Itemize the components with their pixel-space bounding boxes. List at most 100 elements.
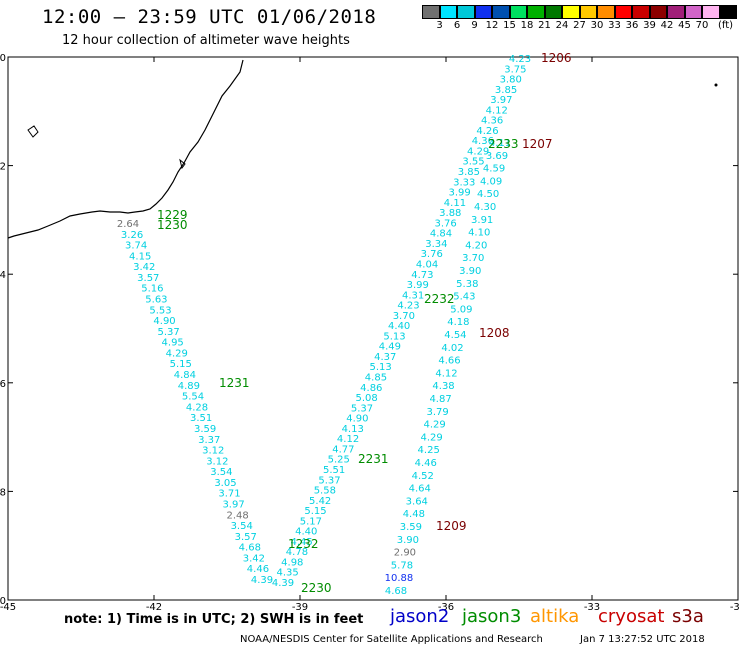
pass-time-label-1230: 1230 [157, 218, 188, 232]
track-a-value: 5.16 [141, 284, 163, 295]
track-a-value: 4.84 [174, 370, 196, 381]
track-c-value: 4.12 [435, 368, 457, 379]
track-a-value: 5.37 [157, 327, 179, 338]
track-c-value: 4.59 [483, 164, 505, 175]
lon-tick-label: -30 [730, 602, 740, 613]
track-b-value: 4.45 [290, 537, 312, 548]
legend-altika: altika [530, 606, 580, 627]
color-swatch [439, 5, 457, 19]
color-scale-label: 12 [485, 20, 499, 31]
track-b-value: 5.51 [323, 465, 345, 476]
color-scale-label: 24 [555, 20, 569, 31]
track-b-value: 3.99 [407, 280, 429, 291]
color-swatch [562, 5, 580, 19]
track-b-value: 4.85 [365, 373, 387, 384]
color-swatch [667, 5, 685, 19]
color-scale-label: 42 [660, 20, 674, 31]
color-swatch [509, 5, 527, 19]
lat-tick-label: -30 [0, 596, 6, 607]
track-c-value: 3.59 [400, 522, 422, 533]
track-c-value: 4.09 [480, 176, 502, 187]
color-scale-label: 36 [625, 20, 639, 31]
color-swatch [457, 5, 475, 19]
track-c-value: 4.52 [412, 471, 434, 482]
lon-tick-label: -36 [438, 602, 454, 613]
pass-time-label-2231: 2231 [358, 452, 389, 466]
track-b-value: 4.12 [337, 434, 359, 445]
track-a-value: 4.46 [247, 564, 269, 575]
track-b-value: 4.39 [272, 578, 294, 589]
track-a-value: 3.74 [125, 241, 147, 252]
track-b-value: 5.13 [369, 362, 391, 373]
track-a-value: 4.95 [162, 338, 184, 349]
island [714, 83, 718, 87]
track-b-value: 3.55 [462, 157, 484, 168]
page-subtitle: 12 hour collection of altimeter wave hei… [62, 33, 350, 48]
track-a-value: 3.57 [235, 532, 257, 543]
color-swatch [649, 5, 667, 19]
color-scale-label: 45 [678, 20, 691, 31]
track-b-value: 3.85 [495, 85, 517, 96]
track-a-value: 3.26 [121, 230, 143, 241]
track-b-value: 3.75 [504, 64, 526, 75]
coastline [7, 59, 244, 239]
page-title: 12:00 — 23:59 UTC 01/06/2018 [42, 6, 377, 28]
track-a-value: 4.89 [178, 381, 200, 392]
track-b-value: 4.90 [346, 414, 368, 425]
pass-time-label-1231: 1231 [219, 376, 250, 390]
track-b-value: 4.98 [281, 557, 303, 568]
color-scale [422, 5, 737, 19]
track-a-value: 4.29 [166, 348, 188, 359]
track-b-value: 4.78 [286, 547, 308, 558]
track-c-value: 3.79 [426, 407, 448, 418]
color-swatch [597, 5, 615, 19]
track-c-value: 3.64 [406, 496, 428, 507]
lat-tick-label: -20 [0, 53, 6, 64]
track-b-value: 4.73 [411, 270, 433, 281]
pass-time-label-1208: 1208 [479, 326, 510, 340]
color-scale-label: 33 [608, 20, 621, 31]
track-b-value: 4.31 [402, 290, 424, 301]
footer: NOAA/NESDIS Center for Satellite Applica… [240, 634, 705, 645]
track-b-value: 4.35 [277, 568, 299, 579]
track-b-value: 5.42 [309, 496, 331, 507]
lon-tick-label: -42 [146, 602, 162, 613]
track-a-value: 3.97 [222, 499, 244, 510]
track-b-value: 4.49 [379, 342, 401, 353]
track-b-value: 4.77 [332, 444, 354, 455]
track-b-value: 3.97 [490, 95, 512, 106]
track-b-value: 4.23 [509, 54, 531, 65]
track-c-value: 4.29 [423, 420, 445, 431]
lat-tick-label: -22 [0, 162, 6, 173]
color-scale-label: 21 [538, 20, 551, 31]
track-a-value: 2.64 [117, 219, 139, 230]
track-b-value: 4.29 [467, 146, 489, 157]
color-scale-label: (ft) [717, 20, 734, 31]
track-c-value: 3.70 [462, 253, 484, 264]
track-a-value: 4.39 [251, 575, 273, 586]
lon-tick-label: -39 [292, 602, 308, 613]
track-a-value: 4.90 [153, 316, 175, 327]
track-b-value: 3.76 [435, 218, 457, 229]
track-a-value: 3.51 [190, 413, 212, 424]
pass-time-label-1209: 1209 [436, 519, 467, 533]
track-a-value: 2.48 [227, 510, 249, 521]
track-b-value: 4.23 [397, 301, 419, 312]
track-a-value: 3.54 [231, 521, 253, 532]
color-scale-label: 70 [695, 20, 709, 31]
track-c-value: 4.66 [438, 356, 460, 367]
color-swatch [684, 5, 702, 19]
track-c-value: 3.90 [459, 266, 481, 277]
legend-s3a: s3a [672, 606, 704, 627]
color-scale-label: 39 [643, 20, 656, 31]
note-text: note: 1) Time is in UTC; 2) SWH is in fe… [64, 612, 364, 627]
lat-tick-label: -28 [0, 487, 6, 498]
track-a-value: 3.37 [198, 435, 220, 446]
track-b-value: 3.99 [448, 188, 470, 199]
track-a-value: 4.68 [239, 543, 261, 554]
track-a-value: 3.57 [137, 273, 159, 284]
track-b-value: 4.26 [476, 126, 498, 137]
color-swatch [492, 5, 510, 19]
track-c-value: 4.10 [468, 228, 490, 239]
